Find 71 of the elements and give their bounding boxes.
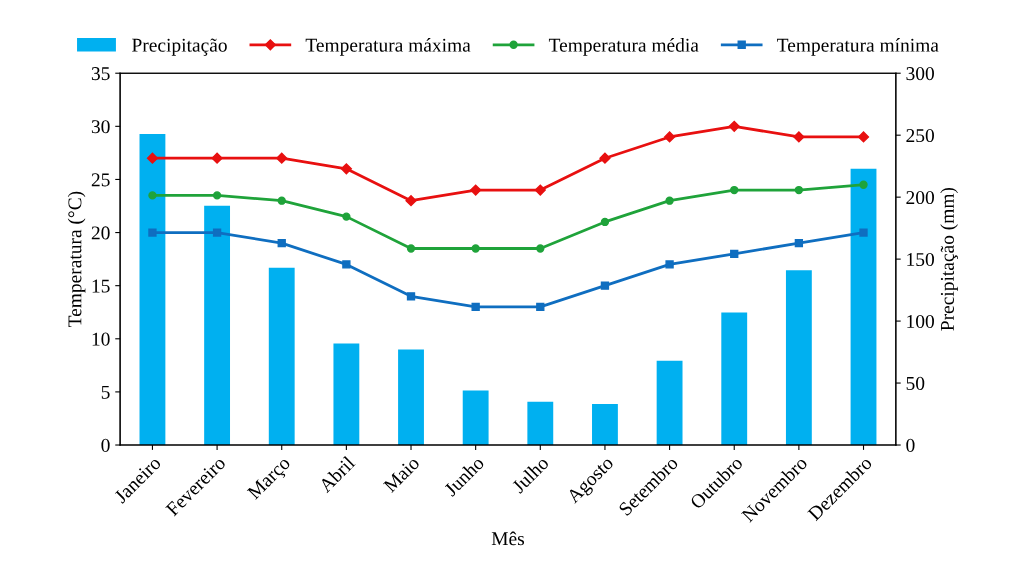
bar: [721, 312, 748, 446]
point: [148, 228, 157, 237]
y-tick-label: 25: [91, 173, 110, 187]
point: [277, 239, 286, 248]
y-tick-label: 10: [92, 332, 110, 346]
point: [406, 244, 416, 253]
bar: [268, 267, 295, 446]
point: [665, 196, 674, 205]
y-tick-label: 20: [91, 226, 110, 240]
point: [471, 244, 480, 253]
point: [536, 244, 545, 253]
point: [728, 120, 740, 132]
bar: [333, 343, 360, 446]
point: [536, 302, 545, 312]
bar: [204, 205, 231, 446]
y-tick-label: 0: [101, 438, 110, 452]
y2-tick-label: 0: [906, 438, 915, 452]
point: [406, 292, 416, 301]
point: [405, 195, 417, 207]
point: [148, 191, 157, 200]
legend-label: Temperatura média: [548, 38, 699, 56]
point: [859, 228, 868, 237]
point: [730, 185, 739, 195]
bar: [139, 133, 166, 446]
point: [340, 163, 352, 175]
y-tick-label: 35: [91, 67, 110, 81]
y2-tick-label: 50: [906, 376, 925, 390]
bar: [656, 360, 683, 446]
point: [794, 239, 804, 248]
point: [794, 185, 804, 195]
bar: [527, 401, 554, 446]
point: [730, 249, 739, 258]
point: [793, 131, 805, 143]
point: [859, 180, 868, 189]
point: [600, 217, 610, 227]
point: [342, 212, 351, 221]
point: [342, 260, 351, 269]
bar: [462, 390, 489, 446]
point: [277, 196, 286, 205]
point: [276, 152, 288, 164]
point: [146, 152, 159, 164]
point: [212, 191, 222, 200]
y-tick-label: 15: [92, 279, 110, 293]
y2-tick-label: 250: [906, 129, 934, 143]
y-tick-label: 5: [101, 385, 110, 399]
y2-tick-label: 200: [906, 190, 934, 205]
bar: [850, 168, 877, 446]
point: [600, 281, 610, 290]
x-tick-label: Maio: [382, 455, 421, 494]
point: [534, 184, 546, 196]
y2-axis-title: Precipitação (mm): [940, 187, 958, 331]
y2-tick-label: 100: [907, 314, 934, 329]
y2-tick-label: 300: [906, 67, 934, 81]
point: [663, 131, 676, 143]
y2-tick-label: 150: [907, 252, 934, 267]
point: [471, 302, 480, 312]
point: [857, 131, 870, 143]
bar: [592, 404, 618, 446]
point: [665, 260, 674, 269]
legend-label: Temperatura mínima: [777, 38, 939, 56]
point: [211, 152, 223, 164]
legend-label: Precipitação: [132, 38, 227, 56]
point: [212, 228, 222, 237]
point: [470, 184, 482, 196]
bar: [398, 349, 424, 446]
y-tick-label: 30: [91, 120, 110, 134]
point: [599, 152, 611, 164]
x-axis-title: Mês: [491, 531, 525, 546]
bar: [785, 270, 812, 446]
legend-label: Temperatura máxima: [305, 38, 471, 56]
y-axis-title: Temperatura (°C): [67, 191, 86, 328]
